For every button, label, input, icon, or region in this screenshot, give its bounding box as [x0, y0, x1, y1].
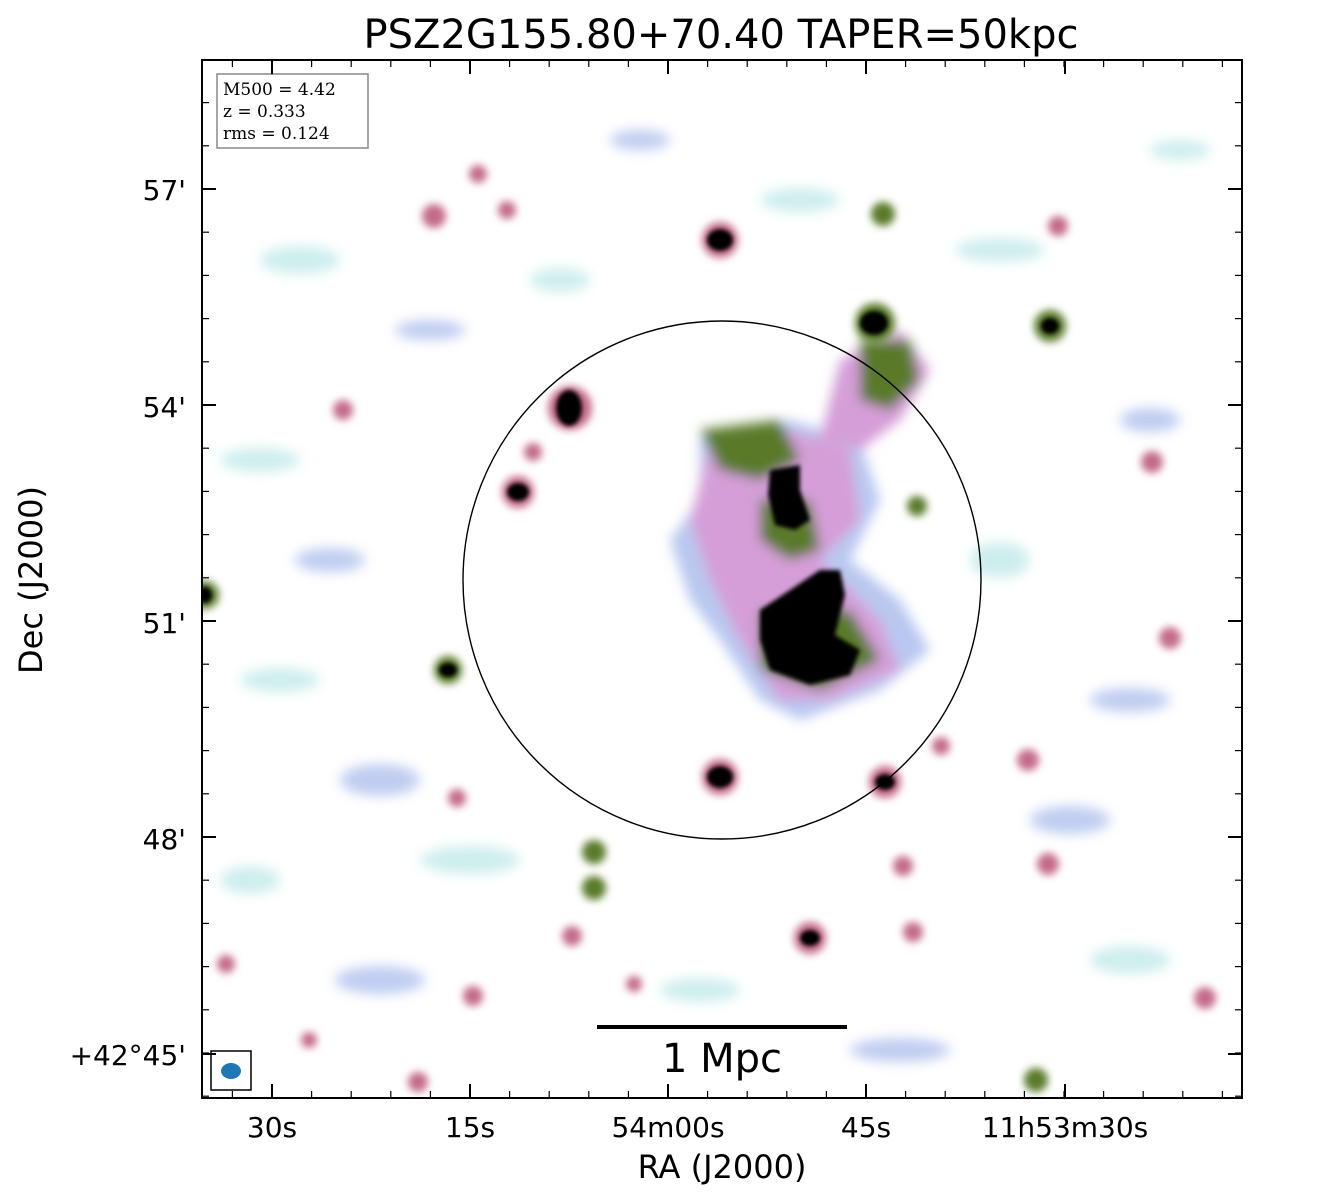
plot-frame [201, 59, 1243, 1099]
y-axis-label: Dec (J2000) [12, 486, 50, 674]
x-tick-label: 30s [247, 1111, 297, 1144]
image-panel: 1 Mpc M500 = 4.42 z = 0.333 rms = 0.124 [201, 59, 1243, 1099]
y-tick-label: 54' [143, 391, 186, 424]
radio-emission-map [202, 130, 1216, 1092]
x-tick-label: 15s [445, 1111, 495, 1144]
r500-circle [462, 320, 982, 840]
x-tick-label: 54m00s [611, 1111, 724, 1144]
y-tick-label: +42°45' [70, 1039, 186, 1072]
scale-bar-label: 1 Mpc [662, 1036, 782, 1082]
y-tick-label: 57' [143, 174, 186, 207]
info-rms: rms = 0.124 [223, 124, 330, 144]
axis-ticks [202, 60, 1242, 1098]
y-tick-labels: 57' 54' 51' 48' +42°45' [70, 174, 186, 1072]
x-tick-label: 11h53m30s [982, 1111, 1149, 1144]
y-tick-label: 48' [143, 823, 186, 856]
info-redshift: z = 0.333 [223, 102, 306, 122]
info-box: M500 = 4.42 z = 0.333 rms = 0.124 [216, 73, 369, 149]
beam-ellipse [221, 1063, 241, 1079]
y-tick-label: 51' [143, 607, 186, 640]
info-mass: M500 = 4.42 [223, 80, 336, 100]
plot-title: PSZ2G155.80+70.40 TAPER=50kpc [364, 12, 1079, 58]
x-tick-labels: 30s 15s 54m00s 45s 11h53m30s [247, 1111, 1148, 1144]
x-tick-label: 45s [841, 1111, 891, 1144]
x-axis-label: RA (J2000) [638, 1148, 807, 1186]
